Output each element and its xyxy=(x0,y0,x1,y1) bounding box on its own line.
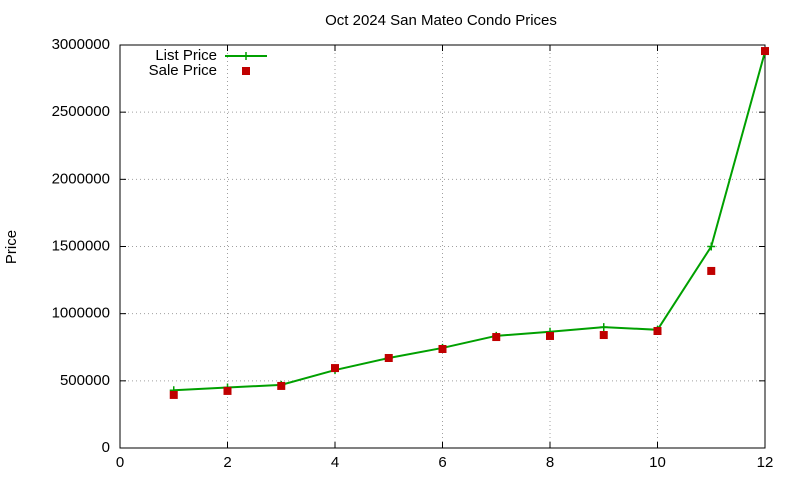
data-point xyxy=(653,326,662,335)
y-tick-label: 2500000 xyxy=(52,103,110,120)
data-point xyxy=(492,333,501,342)
x-tick-label: 10 xyxy=(649,454,666,471)
data-point xyxy=(331,364,339,373)
data-point xyxy=(599,331,608,340)
legend-swatch xyxy=(242,67,250,75)
data-point xyxy=(546,331,554,340)
data-point xyxy=(438,344,447,353)
data-point xyxy=(169,390,178,399)
x-tick-label: 4 xyxy=(331,454,339,471)
x-tick-label: 6 xyxy=(438,454,446,471)
data-point xyxy=(277,381,286,390)
x-tick-label: 2 xyxy=(223,454,231,471)
y-tick-label: 1500000 xyxy=(52,237,110,254)
x-tick-label: 0 xyxy=(116,454,124,471)
y-axis-label: Price xyxy=(3,230,20,264)
y-tick-label: 2000000 xyxy=(52,170,110,187)
data-point xyxy=(223,386,232,395)
data-point xyxy=(707,266,716,275)
legend-swatch xyxy=(242,52,250,60)
legend-label: List Price xyxy=(155,47,217,64)
y-tick-label: 500000 xyxy=(60,372,110,389)
x-tick-label: 8 xyxy=(546,454,554,471)
x-tick-label: 12 xyxy=(757,454,774,471)
legend-label: Sale Price xyxy=(149,62,217,79)
y-tick-label: 0 xyxy=(102,439,110,456)
chart-title: Oct 2024 San Mateo Condo Prices xyxy=(325,12,557,29)
data-point xyxy=(761,47,769,56)
series-line xyxy=(173,51,766,392)
data-point xyxy=(384,353,393,362)
data-point xyxy=(599,323,608,332)
plot-frame xyxy=(119,44,766,449)
y-tick-label: 3000000 xyxy=(52,36,110,53)
y-tick-label: 1000000 xyxy=(52,305,110,322)
data-point xyxy=(707,242,716,251)
